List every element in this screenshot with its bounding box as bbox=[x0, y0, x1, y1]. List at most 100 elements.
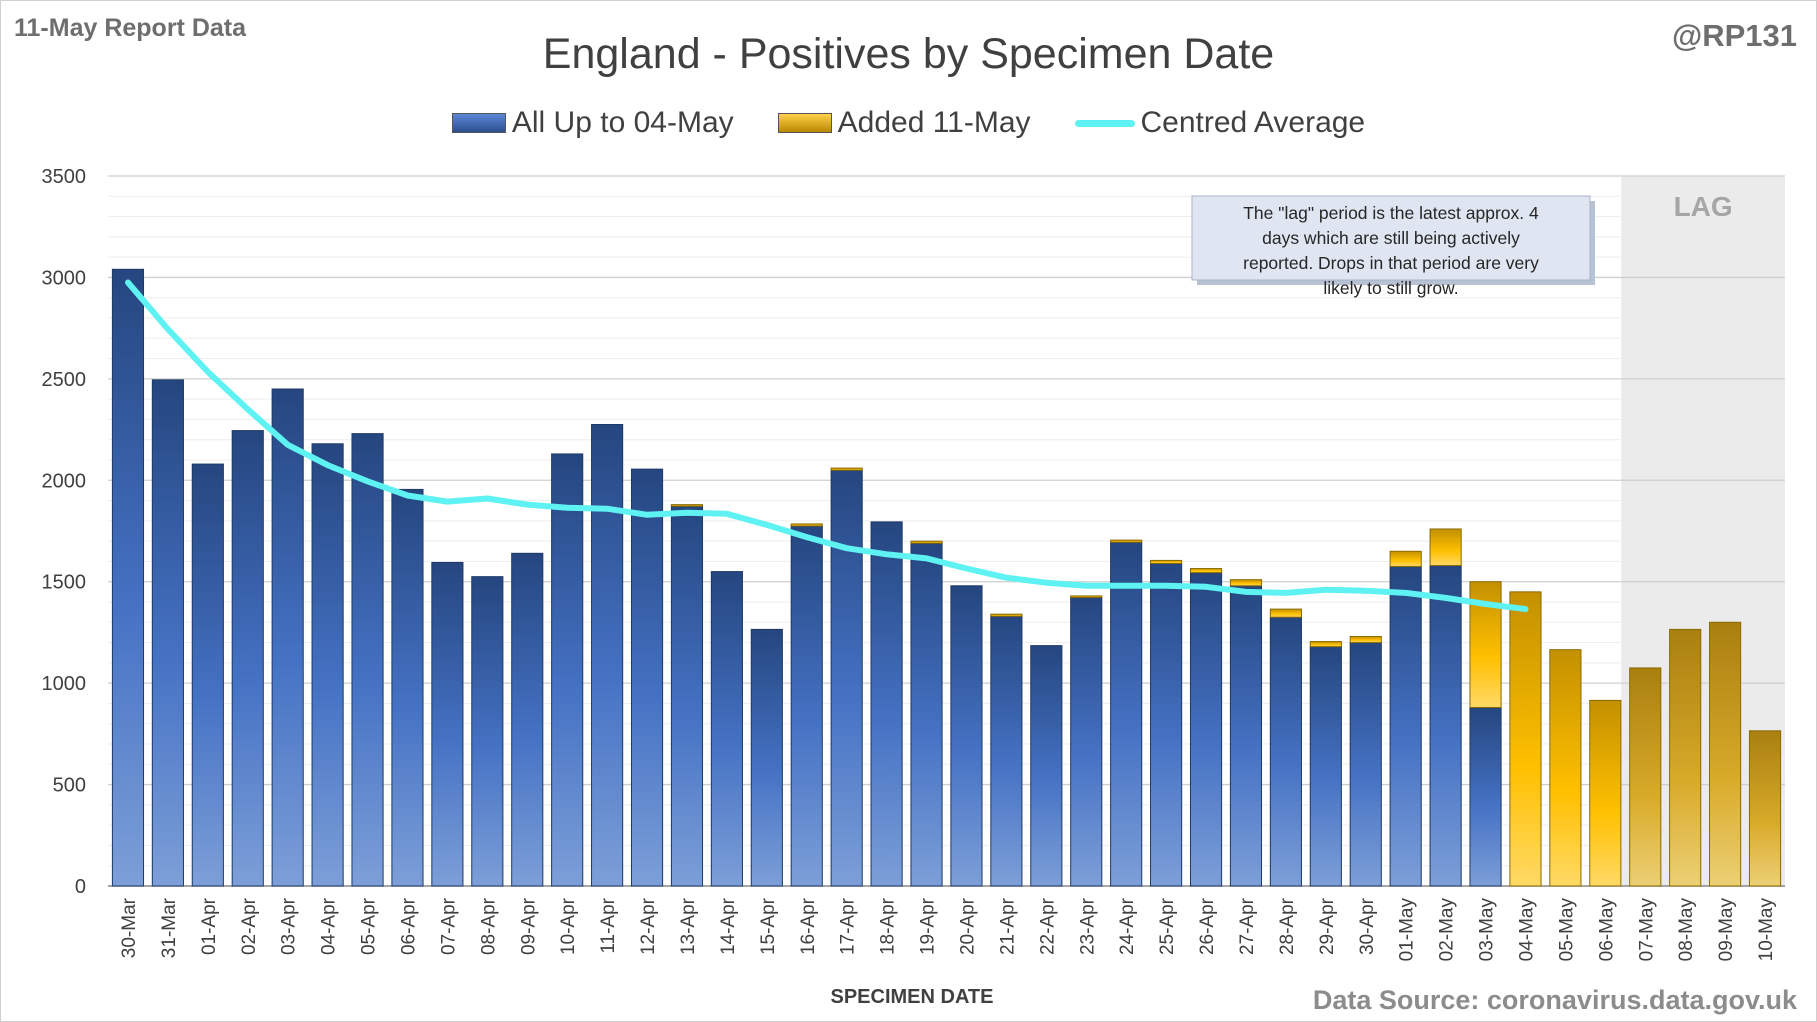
bar-added bbox=[1629, 667, 1662, 887]
bar-added bbox=[1070, 595, 1103, 598]
bar-all bbox=[1309, 646, 1342, 887]
legend-swatch-added bbox=[777, 113, 832, 133]
bar-added bbox=[670, 504, 704, 507]
legend-item-average: Centred Average bbox=[1074, 106, 1366, 140]
y-tick-label: 500 bbox=[53, 775, 86, 797]
x-tick-label: 07-May bbox=[1636, 898, 1657, 962]
y-tick-label: 1500 bbox=[42, 572, 87, 594]
y-tick-label: 3000 bbox=[42, 267, 87, 289]
x-tick-label: 13-Apr bbox=[678, 897, 699, 955]
bar-added bbox=[1589, 699, 1622, 887]
bar-added bbox=[1150, 559, 1183, 564]
bar-all bbox=[391, 488, 424, 887]
lag-label: LAG bbox=[1674, 191, 1733, 222]
legend-swatch-all bbox=[451, 113, 506, 133]
x-tick-label: 28-Apr bbox=[1277, 897, 1298, 955]
x-tick-label: 22-Apr bbox=[1037, 897, 1058, 955]
legend-label-average: Centred Average bbox=[1140, 106, 1366, 139]
y-tick-label: 1000 bbox=[42, 673, 87, 695]
bar-added bbox=[790, 523, 823, 527]
x-tick-label: 04-May bbox=[1516, 898, 1537, 962]
bar-added bbox=[1309, 641, 1342, 648]
x-tick-label: 16-Apr bbox=[798, 897, 819, 955]
bar-added bbox=[830, 467, 863, 471]
bar-all bbox=[271, 388, 304, 887]
x-tick-label: 06-Apr bbox=[398, 897, 419, 955]
bar-added bbox=[1669, 628, 1702, 887]
bars bbox=[111, 268, 1782, 887]
bar-all bbox=[1150, 562, 1183, 887]
bar-all bbox=[830, 469, 863, 887]
bar-added bbox=[1509, 591, 1542, 887]
x-tick-label: 01-May bbox=[1397, 898, 1418, 962]
bar-all bbox=[1229, 585, 1263, 887]
bar-added bbox=[1110, 539, 1143, 543]
x-tick-label: 12-Apr bbox=[638, 897, 659, 955]
x-tick-label: 05-May bbox=[1556, 898, 1577, 962]
x-axis-title: SPECIMEN DATE bbox=[831, 986, 994, 1008]
legend-item-added: Added 11-May bbox=[777, 106, 1031, 140]
bar-all bbox=[1429, 564, 1462, 887]
bar-added bbox=[1349, 635, 1382, 644]
bar-all bbox=[790, 525, 823, 887]
x-tick-label: 21-Apr bbox=[997, 897, 1018, 955]
x-tick-label: 02-May bbox=[1437, 898, 1458, 962]
bar-all bbox=[630, 468, 664, 887]
bar-all bbox=[670, 505, 704, 887]
y-tick-label: 3500 bbox=[42, 166, 87, 188]
bar-added bbox=[1229, 579, 1263, 587]
bar-all bbox=[591, 424, 624, 887]
x-tick-label: 19-Apr bbox=[918, 897, 939, 955]
y-tick-label: 2500 bbox=[42, 369, 87, 391]
x-tick-label: 18-Apr bbox=[878, 897, 899, 955]
x-tick-label: 10-May bbox=[1756, 898, 1777, 962]
x-tick-label: 10-Apr bbox=[558, 897, 579, 955]
y-axis-ticks: 0 500 1000 1500 2000 2500 3000 3500 bbox=[42, 166, 87, 898]
grid-lines bbox=[108, 175, 1785, 887]
bar-all bbox=[1269, 616, 1302, 887]
author-handle: @RP131 bbox=[1671, 18, 1797, 53]
x-tick-label: 15-Apr bbox=[758, 897, 779, 955]
bar-all bbox=[431, 561, 464, 887]
x-axis-ticks: 30-Mar 31-Mar 01-Apr 02-Apr 03-Apr 04-Apr 05-A… bbox=[119, 897, 1777, 961]
x-tick-label: 08-May bbox=[1676, 898, 1697, 962]
bar-all bbox=[151, 379, 184, 887]
legend-label-added: Added 11-May bbox=[837, 106, 1031, 139]
x-tick-label: 02-Apr bbox=[239, 897, 260, 955]
x-tick-label: 05-Apr bbox=[359, 897, 380, 955]
bar-all bbox=[511, 552, 544, 887]
y-tick-label: 2000 bbox=[42, 470, 87, 492]
bar-added bbox=[910, 540, 943, 544]
x-tick-label: 30-Mar bbox=[119, 897, 140, 958]
x-tick-label: 14-Apr bbox=[718, 897, 739, 955]
bar-all bbox=[910, 542, 943, 887]
x-tick-label: 29-Apr bbox=[1317, 897, 1338, 955]
x-tick-label: 03-May bbox=[1477, 898, 1498, 962]
bar-all bbox=[1189, 572, 1223, 887]
x-tick-label: 08-Apr bbox=[478, 897, 499, 955]
bar-added bbox=[1748, 730, 1782, 887]
bar-all bbox=[1389, 566, 1422, 887]
bar-all bbox=[191, 463, 224, 887]
annotation-background bbox=[1191, 195, 1591, 281]
y-tick-label: 0 bbox=[75, 876, 86, 898]
bar-added bbox=[1549, 649, 1582, 887]
bar-all bbox=[950, 585, 983, 887]
bar-all bbox=[351, 433, 384, 887]
bar-all bbox=[750, 628, 783, 887]
annotation-box: The "lag" period is the latest approx. 4… bbox=[1191, 195, 1595, 298]
x-tick-label: 09-Apr bbox=[518, 897, 539, 955]
bar-all bbox=[1349, 642, 1382, 887]
x-tick-label: 06-May bbox=[1596, 898, 1617, 962]
average-line-path bbox=[125, 279, 1529, 613]
bar-all bbox=[870, 521, 903, 887]
bar-added bbox=[1389, 550, 1422, 567]
x-tick-label: 24-Apr bbox=[1117, 897, 1138, 955]
bar-all bbox=[1110, 541, 1143, 887]
x-tick-label: 17-Apr bbox=[838, 897, 859, 955]
x-tick-label: 20-Apr bbox=[957, 897, 978, 955]
bar-all bbox=[551, 453, 584, 887]
x-tick-label: 27-Apr bbox=[1237, 897, 1258, 955]
bar-all bbox=[471, 576, 504, 887]
